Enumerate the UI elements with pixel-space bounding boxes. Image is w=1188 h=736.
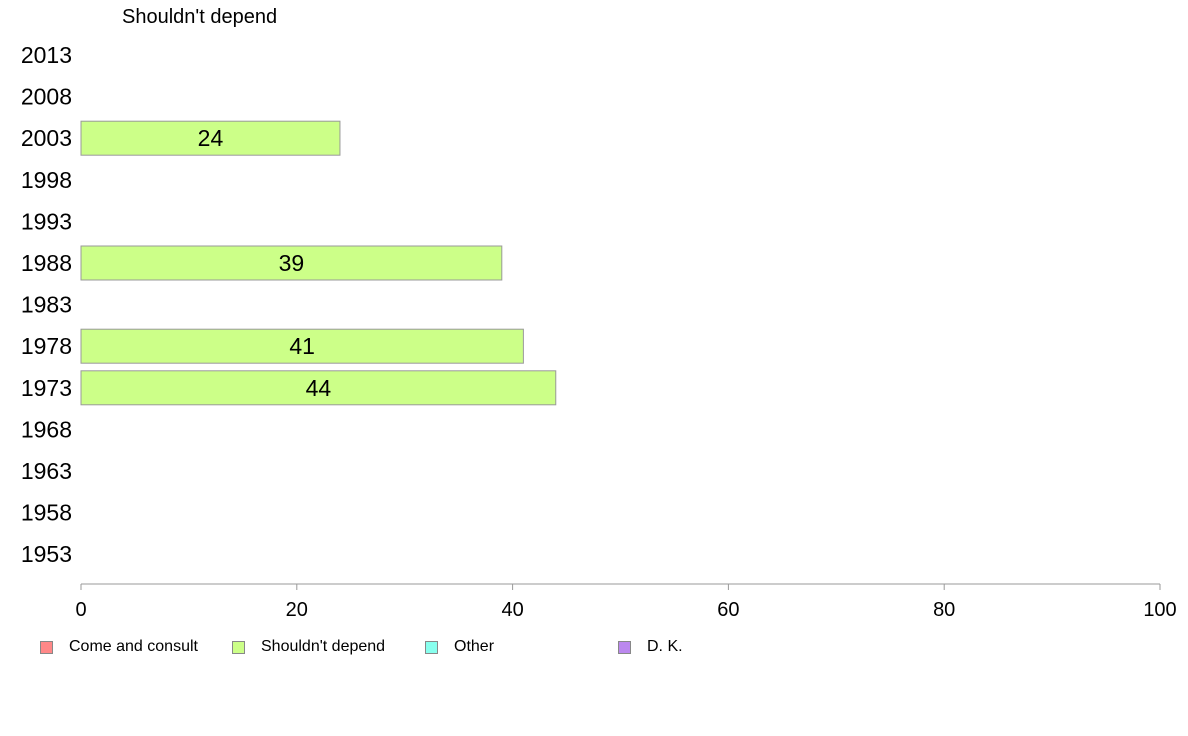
legend-label: Shouldn't depend (261, 638, 386, 655)
bar (80, 328, 524, 364)
y-tick-label: 2013 (21, 42, 72, 68)
legend-label: Other (454, 638, 495, 655)
x-tick-label: 60 (717, 599, 739, 621)
legend-label: Come and consult (69, 638, 198, 655)
legend-label: D. K. (647, 638, 683, 655)
y-tick-label: 1998 (21, 167, 72, 193)
x-tick-label: 20 (286, 599, 308, 621)
legend-item: Shouldn't depend (232, 638, 385, 656)
x-tick-label: 0 (75, 599, 86, 621)
y-tick-label: 1973 (21, 375, 72, 401)
legend-item: Other (425, 638, 494, 656)
y-tick-label: 1983 (21, 292, 72, 318)
legend-swatch (425, 640, 438, 654)
legend-item: D. K. (618, 638, 683, 656)
legend-swatch (232, 640, 245, 654)
legend-item: Come and consult (40, 638, 198, 656)
y-tick-label: 1988 (21, 250, 72, 276)
y-tick-label: 1993 (21, 208, 72, 234)
y-tick-label: 1978 (21, 333, 72, 359)
bar-value-label: 41 (289, 333, 315, 359)
bar-chart: 2013 2008 2003 1998 1993 1988 1983 1978 1973 1968… (21, 42, 1177, 621)
y-tick-label: 1963 (21, 458, 72, 484)
chart-title: Shouldn't depend (122, 6, 278, 28)
bar-value-label: 24 (198, 125, 224, 151)
y-tick-label: 1958 (21, 500, 72, 526)
legend-swatch (618, 640, 631, 654)
y-tick-label: 1953 (21, 541, 72, 567)
y-tick-label: 2008 (21, 84, 72, 110)
x-tick-label: 80 (933, 599, 955, 621)
x-tick-label: 40 (501, 599, 523, 621)
bar-value-label: 39 (279, 250, 305, 276)
bar (80, 120, 341, 156)
y-tick-label: 1968 (21, 416, 72, 442)
y-tick-label: 2003 (21, 125, 72, 151)
legend-swatch (40, 640, 53, 654)
bar (80, 370, 557, 406)
bar-value-label: 44 (306, 375, 332, 401)
bar (80, 245, 503, 281)
x-tick-label: 100 (1143, 599, 1176, 621)
